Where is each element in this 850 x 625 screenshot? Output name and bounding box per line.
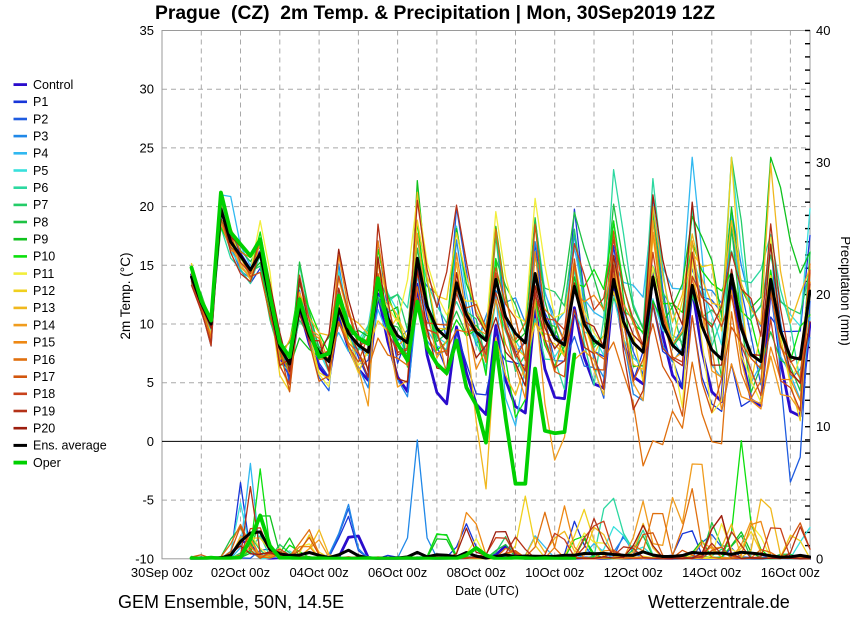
svg-text:P16: P16 (33, 353, 55, 367)
svg-text:10Oct 00z: 10Oct 00z (525, 565, 584, 580)
svg-text:16Oct 00z: 16Oct 00z (761, 565, 820, 580)
svg-text:15: 15 (140, 258, 154, 273)
svg-text:25: 25 (140, 140, 154, 155)
svg-text:20: 20 (140, 199, 154, 214)
svg-text:0: 0 (816, 551, 823, 566)
svg-text:P6: P6 (33, 181, 48, 195)
svg-text:Date (UTC): Date (UTC) (455, 584, 519, 598)
svg-text:Prague (CZ) 2m Temp. & Preci: Prague (CZ) 2m Temp. & Precipitation | M… (155, 3, 715, 24)
svg-text:Oper: Oper (33, 456, 61, 470)
svg-text:Wetterzentrale.de: Wetterzentrale.de (648, 592, 790, 612)
svg-text:GEM Ensemble, 50N, 14.5E: GEM Ensemble, 50N, 14.5E (118, 592, 344, 612)
svg-text:0: 0 (147, 434, 154, 449)
svg-text:P3: P3 (33, 129, 48, 143)
svg-text:P8: P8 (33, 215, 48, 229)
svg-text:5: 5 (147, 375, 154, 390)
svg-text:P17: P17 (33, 370, 55, 384)
svg-text:Ens. average: Ens. average (33, 439, 107, 453)
svg-text:04Oct 00z: 04Oct 00z (289, 565, 348, 580)
svg-text:30: 30 (816, 155, 830, 170)
svg-text:Precipitation (mm): Precipitation (mm) (838, 236, 850, 346)
svg-text:2m Temp. (°C): 2m Temp. (°C) (118, 253, 133, 340)
svg-text:08Oct 00z: 08Oct 00z (447, 565, 506, 580)
svg-text:10: 10 (140, 317, 154, 332)
svg-text:P5: P5 (33, 164, 48, 178)
svg-text:12Oct 00z: 12Oct 00z (604, 565, 663, 580)
svg-text:35: 35 (140, 23, 154, 38)
svg-text:P14: P14 (33, 318, 55, 332)
svg-text:02Oct 00z: 02Oct 00z (211, 565, 270, 580)
svg-text:P10: P10 (33, 250, 55, 264)
svg-text:P11: P11 (33, 267, 54, 281)
svg-text:20: 20 (816, 287, 830, 302)
svg-text:P9: P9 (33, 233, 48, 247)
svg-text:P12: P12 (33, 284, 55, 298)
svg-text:P4: P4 (33, 147, 48, 161)
svg-text:Control: Control (33, 78, 73, 92)
svg-text:30Sep 00z: 30Sep 00z (131, 565, 193, 580)
svg-text:14Oct 00z: 14Oct 00z (682, 565, 741, 580)
svg-text:40: 40 (816, 23, 830, 38)
svg-text:-10: -10 (135, 551, 154, 566)
svg-text:P2: P2 (33, 112, 48, 126)
svg-text:P7: P7 (33, 198, 48, 212)
svg-text:P20: P20 (33, 422, 55, 436)
svg-text:30: 30 (140, 82, 154, 97)
svg-text:P15: P15 (33, 336, 55, 350)
svg-text:P13: P13 (33, 301, 55, 315)
svg-text:P19: P19 (33, 404, 55, 418)
svg-text:06Oct 00z: 06Oct 00z (368, 565, 427, 580)
svg-text:10: 10 (816, 419, 830, 434)
svg-text:P18: P18 (33, 387, 55, 401)
svg-text:P1: P1 (33, 95, 48, 109)
svg-text:-5: -5 (142, 493, 154, 508)
